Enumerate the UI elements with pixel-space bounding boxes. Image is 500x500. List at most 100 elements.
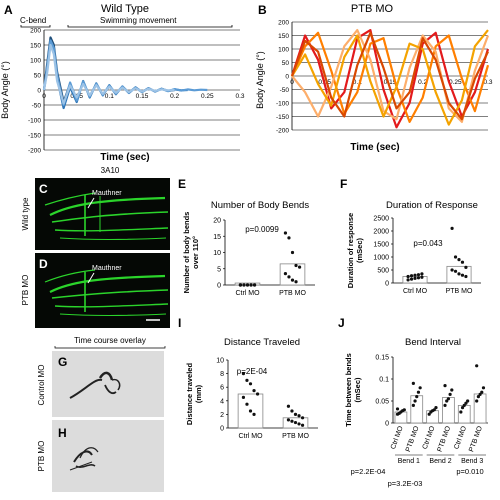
ylabel-a: Body Angle (°) (0, 61, 10, 119)
fish-trace-h (69, 447, 99, 471)
chart-b-xtick-label: 0.1 (353, 79, 362, 86)
chart-j-ytick-label: 0.1 (379, 377, 389, 384)
chart-j-point (475, 399, 479, 403)
chart-a-ytick-label: -100 (28, 118, 41, 125)
chart-e-point (287, 275, 291, 279)
chart-f-point (416, 273, 421, 277)
mauthner-arrow-d (87, 272, 95, 284)
chart-e-point (290, 278, 295, 282)
chart-f-category-label: Ctrl MO (403, 288, 428, 295)
chart-i-point (297, 422, 301, 426)
chart-i-point (245, 378, 249, 382)
chart-f-point (406, 274, 410, 279)
chart-a-xtick-label: 0.15 (136, 93, 149, 100)
chart-j-point (411, 381, 415, 385)
chart-e-ytick-label: 5 (217, 266, 221, 273)
chart-e-pvalue: p=0.0099 (245, 225, 279, 234)
chart-i-point (245, 402, 249, 406)
chart-j-point (432, 408, 436, 412)
chart-i-category-label: Ctrl MO (238, 433, 263, 440)
chart-j-bar (426, 410, 439, 424)
chart-e-ytick-label: 0 (217, 283, 221, 290)
chart-e-ytick-label: 20 (213, 218, 221, 225)
chart-f-ytick-label: 1500 (373, 242, 389, 249)
chart-e-category-label: Ctrl MO (235, 290, 260, 297)
panel-letter-i: I (178, 316, 181, 330)
chart-i-ytick-label: 8 (220, 371, 224, 378)
chart-f-point (453, 269, 458, 273)
chart-f-ytick-label: 500 (377, 268, 389, 275)
chart-b-ytick-label: 200 (278, 20, 289, 27)
side-label-ptb: PTB MO (21, 275, 30, 306)
chart-j-point (480, 390, 484, 394)
chart-e-point (287, 236, 291, 240)
chart-f-point (464, 265, 468, 269)
chart-a-ytick-label: 150 (30, 43, 41, 50)
side-label-ptbmo: PTB MO (37, 441, 46, 472)
chart-j-point (478, 392, 482, 396)
chart-f-ytick-label: 0 (385, 281, 389, 288)
chart-f-point (420, 272, 424, 276)
mauthner-label-c: Mauthner (92, 190, 122, 197)
antibody-header: 3A10 (101, 166, 120, 175)
chart-b-xtick-label: 0.15 (384, 79, 397, 86)
chart-i-point (248, 382, 253, 386)
chart-a-ytick-label: -200 (28, 148, 41, 155)
chart-j-point (475, 364, 479, 368)
chart-f-point (450, 226, 454, 230)
chart-e-point (252, 283, 257, 287)
chart-e-point (245, 283, 250, 287)
chart-b-ytick-label: -200 (276, 128, 289, 135)
chart-i-ytick-label: 0 (220, 426, 224, 433)
chart-e-ylabel: over 110° (191, 236, 200, 269)
chart-f-point (453, 255, 458, 259)
overlay-title: Time course overlay (74, 336, 146, 345)
chart-f-point (409, 277, 414, 281)
image-panels-gh: Time course overlay G Control MO H PTB M… (37, 336, 166, 492)
chart-j-pvalue-3: p=0.010 (456, 467, 483, 476)
chart-j-point (462, 403, 466, 407)
chart-f-point (450, 268, 454, 272)
chart-a-ytick-label: -150 (28, 133, 41, 140)
mauthner-label-d: Mauthner (92, 265, 122, 272)
chart-j-group-label: Bend 2 (429, 458, 451, 465)
chart-i-point (248, 409, 253, 413)
panel-e: E Number of Body Bends 0 5 10 15 20 Ctrl MO PT… (178, 177, 315, 297)
chart-a-ytick-label: 0 (37, 88, 41, 95)
chart-j-point (415, 395, 419, 399)
image-panels-cd: 3A10 C Mauthner Wild type D Mauthner PT (21, 166, 170, 328)
chart-j-pvalue-1: p=2.2E-04 (351, 467, 386, 476)
chart-b-xtick-label: 0.3 (483, 79, 492, 86)
chart-b-ytick-label: 0 (285, 74, 289, 81)
chart-b-ytick-label: -100 (276, 101, 289, 108)
chart-e-point (242, 283, 246, 287)
chart-i-point (300, 416, 305, 420)
panel-f: F Duration of Response 0 500 1000 1500 2000 2… (340, 177, 481, 295)
panel-letter-j: J (338, 316, 345, 330)
chart-e-bar (279, 263, 306, 286)
chart-f-point (409, 274, 414, 278)
chart-f-ytick-label: 1000 (373, 255, 389, 262)
panel-letter-f: F (340, 177, 347, 191)
annotation-swimming: Swimming movement (100, 16, 177, 25)
chart-f-ytick-label: 2500 (373, 216, 389, 223)
chart-a-ytick-label: 200 (30, 28, 41, 35)
side-label-control: Control MO (37, 365, 46, 406)
chart-j-point (459, 410, 463, 414)
chart-j-ylabel: Time between bends (344, 353, 353, 427)
panel-i: I Distance Traveled 0 2 4 6 8 10 Ctrl MO PTB MO… (178, 316, 318, 440)
panel-letter-g: G (58, 355, 67, 369)
chart-j-point (476, 395, 480, 399)
chart-j-point (413, 399, 417, 403)
chart-j-ytick-label: 0.15 (375, 355, 389, 362)
chart-f-point (464, 274, 468, 279)
chart-j-category-label: PTB MO (405, 425, 421, 453)
chart-title-f: Duration of Response (386, 200, 478, 211)
chart-e-point (294, 280, 298, 284)
chart-a-xtick-label: 0.2 (170, 93, 179, 100)
chart-a-xtick-label: 0.1 (105, 93, 114, 100)
chart-f-pvalue: p=0.043 (413, 239, 443, 248)
chart-j-point (446, 397, 451, 401)
